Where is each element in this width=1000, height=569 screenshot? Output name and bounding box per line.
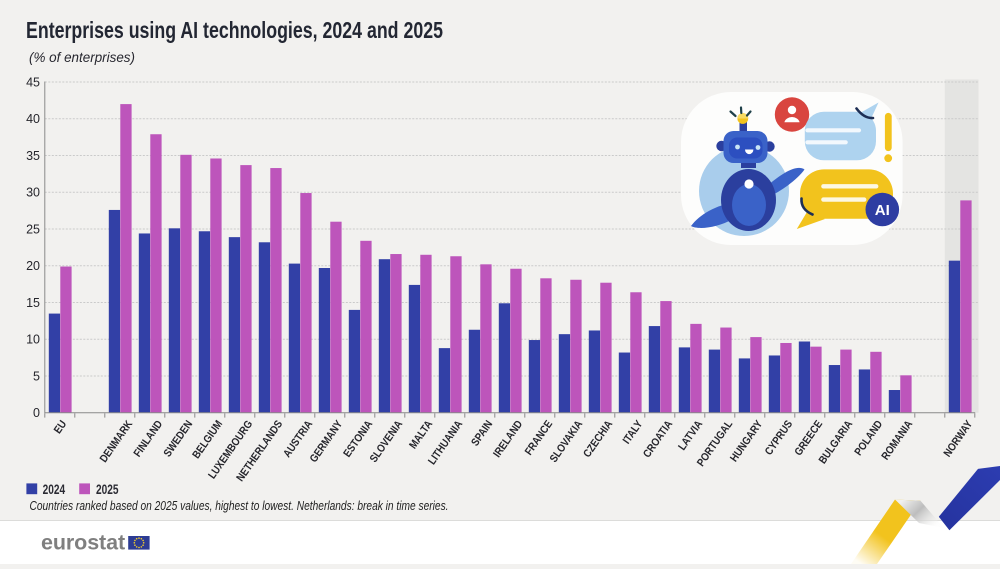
svg-text:30: 30 — [26, 186, 40, 200]
svg-text:25: 25 — [26, 222, 40, 236]
svg-text:(% of enterprises): (% of enterprises) — [29, 50, 135, 65]
svg-text:0: 0 — [33, 406, 40, 420]
svg-text:Countries ranked based on 2025: Countries ranked based on 2025 values, h… — [30, 498, 449, 513]
svg-text:40: 40 — [26, 112, 40, 126]
svg-text:AI: AI — [875, 202, 890, 219]
svg-text:Enterprises using AI technolog: Enterprises using AI technologies, 2024 … — [26, 17, 443, 43]
svg-text:2025: 2025 — [96, 482, 119, 497]
svg-text:10: 10 — [26, 333, 40, 347]
svg-text:20: 20 — [26, 259, 40, 273]
svg-text:35: 35 — [26, 149, 40, 163]
svg-text:2024: 2024 — [43, 482, 66, 497]
svg-text:5: 5 — [33, 369, 40, 383]
svg-text:15: 15 — [26, 296, 40, 310]
svg-text:eurostat: eurostat — [41, 531, 125, 555]
svg-text:45: 45 — [26, 75, 40, 89]
